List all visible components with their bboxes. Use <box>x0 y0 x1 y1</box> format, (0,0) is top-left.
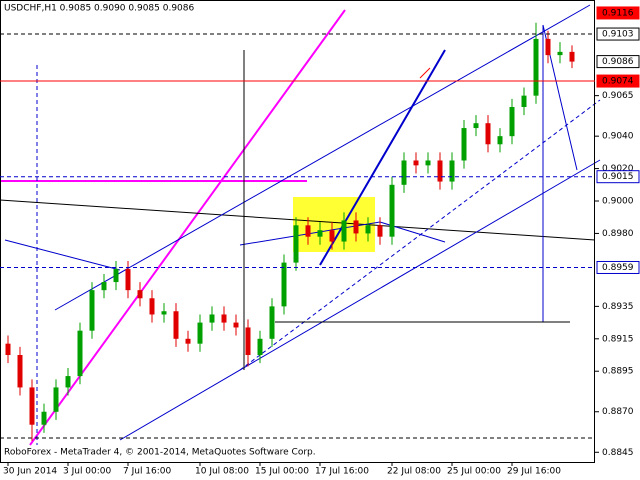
x-tick-label: 15 Jul 00:00 <box>255 467 309 477</box>
candle-body <box>545 38 551 56</box>
candle-body <box>257 338 263 356</box>
y-tick-label: 0.8870 <box>602 407 634 417</box>
candle-body <box>41 411 47 425</box>
x-tick-label: 3 Jul 00:00 <box>63 467 112 477</box>
level-label: 0.9074 <box>602 77 634 87</box>
candle-body <box>461 128 467 161</box>
candle-body <box>401 160 407 185</box>
candle-body <box>125 269 131 291</box>
candle-body <box>245 327 251 356</box>
y-tick-label: 0.9040 <box>602 132 634 142</box>
candle-body <box>281 262 287 307</box>
candle-body <box>317 230 323 237</box>
candle-body <box>557 51 563 56</box>
candle-body <box>533 38 539 96</box>
candle-body <box>365 225 371 234</box>
level-label: 0.8959 <box>602 263 634 273</box>
candle-body <box>173 311 179 339</box>
y-tick-label: 0.9020 <box>602 164 634 174</box>
y-tick-label: 0.8980 <box>602 229 634 239</box>
level-tag <box>596 6 640 20</box>
level-label: 0.9116 <box>602 8 634 18</box>
y-tick-label: 0.8915 <box>602 334 634 344</box>
level-tag <box>596 260 640 274</box>
candle-body <box>77 330 83 377</box>
candle-body <box>113 269 119 283</box>
trend-line <box>0 199 596 241</box>
channel-line <box>239 99 601 371</box>
candle-body <box>137 290 143 299</box>
trend-line <box>4 239 121 271</box>
candle-body <box>425 160 431 166</box>
candle-body <box>101 282 107 291</box>
y-tick-label: 0.8895 <box>602 367 634 377</box>
credit: RoboForex - MetaTrader 4, © 2001-2014, M… <box>4 448 316 458</box>
candle-body <box>305 225 311 237</box>
candle-body <box>341 220 347 242</box>
candle-body <box>29 387 35 425</box>
candle-body <box>269 306 275 339</box>
annotations <box>0 4 601 446</box>
candle-body <box>353 220 359 234</box>
candle-body <box>53 387 59 412</box>
level-label: 0.9086 <box>602 57 634 67</box>
candle-body <box>497 136 503 145</box>
level-label: 0.9015 <box>602 172 634 182</box>
x-tick-label: 25 Jul 00:00 <box>447 467 501 477</box>
x-tick-label: 22 Jul 08:00 <box>387 467 441 477</box>
y-tick-label: 0.8935 <box>602 302 634 312</box>
candle-body <box>509 106 515 137</box>
candle-body <box>413 160 419 166</box>
y-tick-label: 0.9065 <box>602 91 634 101</box>
candle-body <box>437 160 443 182</box>
candle-body <box>293 225 299 263</box>
marker <box>419 67 431 79</box>
trend-line <box>319 49 446 266</box>
candle-body <box>197 322 203 344</box>
y-tick-label: 0.8845 <box>602 448 634 458</box>
candle-body <box>569 51 575 62</box>
plot-frame <box>0 0 595 463</box>
y-tick-label: 0.9000 <box>602 197 634 207</box>
candle-body <box>149 298 155 315</box>
x-tick-label: 7 Jul 16:00 <box>123 467 172 477</box>
candle-body <box>161 311 167 315</box>
candle-body <box>485 123 491 145</box>
candle-body <box>209 314 215 323</box>
candle-body <box>389 184 395 237</box>
candle-body <box>521 95 527 107</box>
candle-body <box>233 322 239 328</box>
level-tag <box>596 170 640 184</box>
x-tick-label: 17 Jul 16:00 <box>315 467 369 477</box>
channel-line <box>119 159 601 441</box>
x-tick-label: 10 Jul 08:00 <box>195 467 249 477</box>
candle-body <box>473 123 479 129</box>
candle-body <box>449 160 455 182</box>
candle-body <box>65 376 71 388</box>
level-tag <box>596 74 640 88</box>
candle-body <box>5 343 11 356</box>
chart-title: USDCHF,H1 0.9085 0.9090 0.9085 0.9086 <box>4 4 194 14</box>
x-tick-label: 29 Jul 16:00 <box>507 467 561 477</box>
level-tag <box>596 27 640 41</box>
x-tick-label: 30 Jun 2014 <box>3 467 57 477</box>
candle-body <box>185 338 191 344</box>
level-tag <box>596 55 640 69</box>
level-label: 0.9103 <box>602 30 634 40</box>
candle-body <box>89 290 95 331</box>
candle-body <box>17 355 23 388</box>
candle-body <box>377 225 383 237</box>
channel-line <box>54 4 591 311</box>
candle-body <box>329 230 335 242</box>
candle-body <box>221 314 227 323</box>
